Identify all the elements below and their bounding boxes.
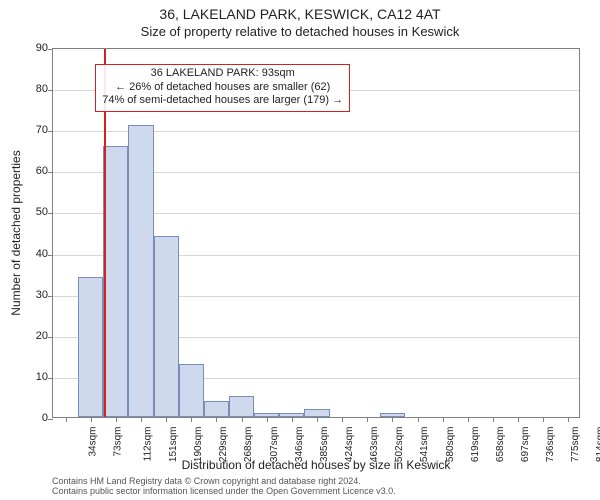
y-tick-label: 30 <box>18 289 48 301</box>
chart-title-line1: 36, LAKELAND PARK, KESWICK, CA12 4AT <box>0 6 600 22</box>
x-tick-label: 190sqm <box>193 427 204 463</box>
x-tick-mark <box>292 417 293 422</box>
plot-area: 36 LAKELAND PARK: 93sqm← 26% of detached… <box>52 48 580 418</box>
x-tick-mark <box>141 417 142 422</box>
y-tick-label: 80 <box>18 83 48 95</box>
y-tick-mark <box>48 49 53 50</box>
annotation-line: 74% of semi-detached houses are larger (… <box>102 94 343 108</box>
x-tick-label: 619sqm <box>470 427 481 463</box>
y-tick-mark <box>48 378 53 379</box>
x-tick-mark <box>367 417 368 422</box>
x-tick-mark <box>66 417 67 422</box>
y-tick-mark <box>48 255 53 256</box>
y-axis-label-wrap: Number of detached properties <box>10 48 22 418</box>
x-axis-label: Distribution of detached houses by size … <box>52 458 580 472</box>
x-tick-label: 580sqm <box>445 427 456 463</box>
x-tick-mark <box>443 417 444 422</box>
x-tick-label: 814sqm <box>596 427 600 463</box>
histogram-bar <box>304 409 329 417</box>
x-tick-label: 541sqm <box>420 427 431 463</box>
chart-footer: Contains HM Land Registry data © Crown c… <box>52 476 580 497</box>
y-tick-label: 50 <box>18 206 48 218</box>
y-tick-label: 70 <box>18 124 48 136</box>
x-tick-mark <box>418 417 419 422</box>
x-tick-label: 151sqm <box>168 427 179 463</box>
y-tick-mark <box>48 90 53 91</box>
footer-line1: Contains HM Land Registry data © Crown c… <box>52 476 580 486</box>
x-tick-label: 424sqm <box>344 427 355 463</box>
histogram-bar <box>128 125 153 417</box>
y-tick-mark <box>48 337 53 338</box>
histogram-bar <box>103 146 128 417</box>
y-tick-mark <box>48 419 53 420</box>
y-tick-mark <box>48 213 53 214</box>
y-tick-mark <box>48 131 53 132</box>
x-tick-label: 697sqm <box>520 427 531 463</box>
footer-line2: Contains public sector information licen… <box>52 486 580 496</box>
x-tick-label: 463sqm <box>369 427 380 463</box>
x-tick-label: 775sqm <box>570 427 581 463</box>
x-tick-mark <box>191 417 192 422</box>
histogram-bar <box>229 396 254 417</box>
y-tick-label: 60 <box>18 165 48 177</box>
x-tick-mark <box>568 417 569 422</box>
x-tick-label: 34sqm <box>87 427 98 457</box>
x-tick-label: 385sqm <box>319 427 330 463</box>
histogram-bar <box>179 364 204 417</box>
x-tick-label: 658sqm <box>495 427 506 463</box>
x-tick-mark <box>392 417 393 422</box>
chart-title-line2: Size of property relative to detached ho… <box>0 24 600 39</box>
x-tick-mark <box>317 417 318 422</box>
x-tick-mark <box>543 417 544 422</box>
x-tick-label: 112sqm <box>142 427 153 462</box>
x-tick-label: 346sqm <box>294 427 305 463</box>
x-tick-mark <box>116 417 117 422</box>
x-tick-mark <box>216 417 217 422</box>
annotation-line: 36 LAKELAND PARK: 93sqm <box>102 67 343 81</box>
x-tick-label: 736sqm <box>545 427 556 463</box>
y-tick-label: 0 <box>18 412 48 424</box>
annotation-line: ← 26% of detached houses are smaller (62… <box>102 81 343 95</box>
chart-container: 36, LAKELAND PARK, KESWICK, CA12 4AT Siz… <box>0 0 600 500</box>
histogram-bar <box>204 401 229 417</box>
x-tick-mark <box>267 417 268 422</box>
x-tick-label: 268sqm <box>244 427 255 463</box>
x-tick-mark <box>91 417 92 422</box>
y-tick-mark <box>48 172 53 173</box>
histogram-bar <box>78 277 103 417</box>
y-tick-label: 90 <box>18 42 48 54</box>
annotation-box: 36 LAKELAND PARK: 93sqm← 26% of detached… <box>95 64 350 112</box>
x-tick-label: 73sqm <box>112 427 123 457</box>
y-tick-label: 20 <box>18 330 48 342</box>
x-tick-mark <box>342 417 343 422</box>
x-tick-label: 502sqm <box>394 427 405 463</box>
x-tick-mark <box>468 417 469 422</box>
x-tick-label: 307sqm <box>269 427 280 463</box>
x-tick-mark <box>493 417 494 422</box>
histogram-bar <box>154 236 179 417</box>
x-tick-mark <box>242 417 243 422</box>
y-tick-label: 10 <box>18 371 48 383</box>
x-tick-mark <box>166 417 167 422</box>
x-tick-mark <box>518 417 519 422</box>
x-tick-label: 229sqm <box>218 427 229 463</box>
y-tick-label: 40 <box>18 248 48 260</box>
y-tick-mark <box>48 296 53 297</box>
